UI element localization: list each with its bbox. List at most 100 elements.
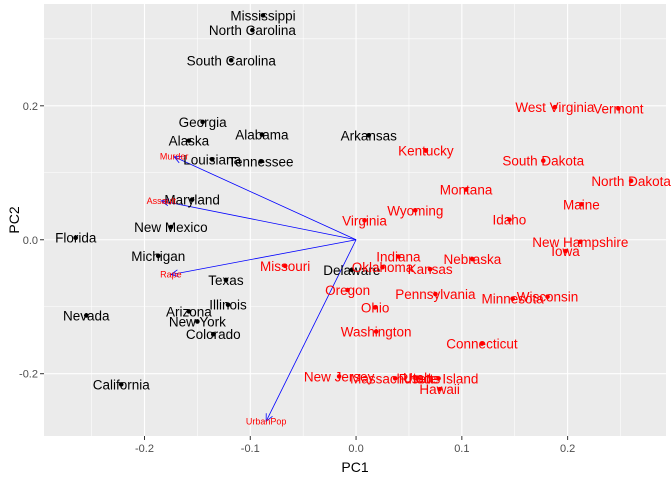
point-maine — [579, 201, 584, 207]
label-wisconsin: Wisconsin — [517, 290, 579, 305]
x-tick-label: -0.2 — [135, 443, 154, 455]
loading-arrowhead-assault — [160, 198, 170, 207]
point-wyoming — [412, 207, 418, 213]
label-virginia: Virginia — [342, 213, 387, 228]
loading-arrows — [160, 156, 357, 423]
point-tennessee — [258, 159, 264, 164]
y-axis-ticks: -0.2 0.0 0.2 — [19, 101, 44, 381]
point-new-hampshire — [578, 239, 583, 245]
loading-arrowhead-urbanpop — [265, 413, 273, 423]
point-illinois — [225, 302, 231, 308]
x-axis-title: PC1 — [341, 459, 368, 475]
label-kentucky: Kentucky — [398, 144, 454, 159]
loading-arrowhead-murder — [173, 156, 183, 164]
label-oregon: Oregon — [325, 283, 370, 298]
point-florida — [73, 235, 79, 241]
x-tick-label: 0.1 — [454, 443, 469, 455]
loading-label-urbanpop: UrbanPop — [246, 416, 287, 426]
point-california — [118, 382, 124, 387]
point-louisiana — [209, 157, 215, 162]
label-california: California — [93, 377, 151, 392]
label-indiana: Indiana — [376, 250, 421, 265]
minor-gridlines — [44, 4, 666, 436]
point-iowa — [563, 248, 568, 254]
label-ohio: Ohio — [361, 300, 390, 315]
point-south-carolina — [228, 57, 234, 63]
loading-arrow-assault — [161, 200, 357, 241]
label-connecticut: Connecticut — [446, 337, 518, 352]
label-michigan: Michigan — [131, 249, 185, 264]
point-kentucky — [423, 148, 429, 153]
loading-labels: Murder Assault Rape UrbanPop — [147, 152, 287, 427]
point-new-jersey — [336, 374, 342, 379]
point-wisconsin — [545, 294, 550, 299]
point-montana — [463, 187, 469, 192]
state-points — [73, 13, 634, 392]
loading-arrowhead-rape — [170, 269, 179, 278]
label-mississippi: Mississippi — [230, 8, 295, 23]
label-oklahoma: Oklahoma — [352, 260, 414, 275]
major-gridlines — [44, 4, 666, 436]
label-utah: Utah — [403, 371, 432, 386]
y-tick-label: 0.0 — [23, 235, 38, 247]
label-maryland: Maryland — [164, 193, 220, 208]
point-texas — [223, 277, 229, 283]
y-tick-label: 0.2 — [23, 101, 38, 113]
label-west-virginia: West Virginia — [515, 100, 595, 115]
label-massachusetts: Massachusetts — [350, 371, 440, 386]
point-washington — [373, 329, 379, 334]
x-tick-label: 0.2 — [560, 443, 575, 455]
x-axis-ticks: -0.2 -0.1 0.0 0.1 0.2 — [135, 436, 575, 455]
label-south-dakota: South Dakota — [502, 154, 584, 169]
x-tick-label: 0.0 — [348, 443, 363, 455]
loading-label-assault: Assault — [147, 196, 177, 206]
point-mississippi — [260, 13, 266, 18]
point-west-virginia — [552, 104, 558, 110]
label-vermont: Vermont — [593, 101, 644, 116]
label-texas: Texas — [208, 273, 244, 288]
loading-arrow-urbanpop — [265, 239, 357, 422]
point-colorado — [210, 331, 216, 337]
point-missouri — [282, 263, 288, 269]
point-kansas — [427, 266, 433, 272]
label-minnesota: Minnesota — [481, 292, 544, 307]
label-illinois: Illinois — [209, 298, 247, 313]
point-rhode-island — [436, 376, 441, 381]
point-delaware — [349, 267, 355, 273]
label-south-carolina: South Carolina — [187, 53, 277, 68]
label-rhode-island: Rhode Island — [399, 371, 479, 386]
label-arizona: Arizona — [166, 304, 212, 319]
point-new-mexico — [168, 224, 174, 230]
point-utah — [415, 375, 420, 381]
label-nevada: Nevada — [63, 308, 110, 323]
point-pennsylvania — [433, 291, 438, 297]
label-hawaii: Hawaii — [419, 382, 460, 397]
label-new-jersey: New Jersey — [304, 369, 375, 384]
point-arizona — [186, 309, 192, 314]
label-delaware: Delaware — [323, 263, 380, 278]
point-virginia — [362, 218, 367, 223]
label-louisiana: Louisiana — [183, 152, 241, 167]
point-georgia — [200, 119, 205, 125]
label-florida: Florida — [55, 231, 97, 246]
label-colorado: Colorado — [186, 327, 241, 342]
label-kansas: Kansas — [408, 262, 453, 277]
label-alaska: Alaska — [169, 134, 210, 149]
label-new-mexico: New Mexico — [134, 220, 208, 235]
point-maryland — [189, 197, 195, 202]
x-tick-label: -0.1 — [241, 443, 260, 455]
point-alaska — [186, 138, 192, 143]
label-missouri: Missouri — [260, 259, 310, 274]
label-new-hampshire: New Hampshire — [532, 235, 628, 250]
point-nevada — [84, 313, 89, 318]
label-iowa: Iowa — [551, 244, 580, 259]
plot-panel — [44, 4, 666, 436]
point-oregon — [345, 287, 350, 293]
label-georgia: Georgia — [179, 115, 228, 130]
loading-arrow-murder — [173, 156, 357, 241]
y-axis-title: PC2 — [6, 206, 22, 233]
point-south-dakota — [540, 158, 546, 164]
point-nebraska — [470, 256, 475, 262]
